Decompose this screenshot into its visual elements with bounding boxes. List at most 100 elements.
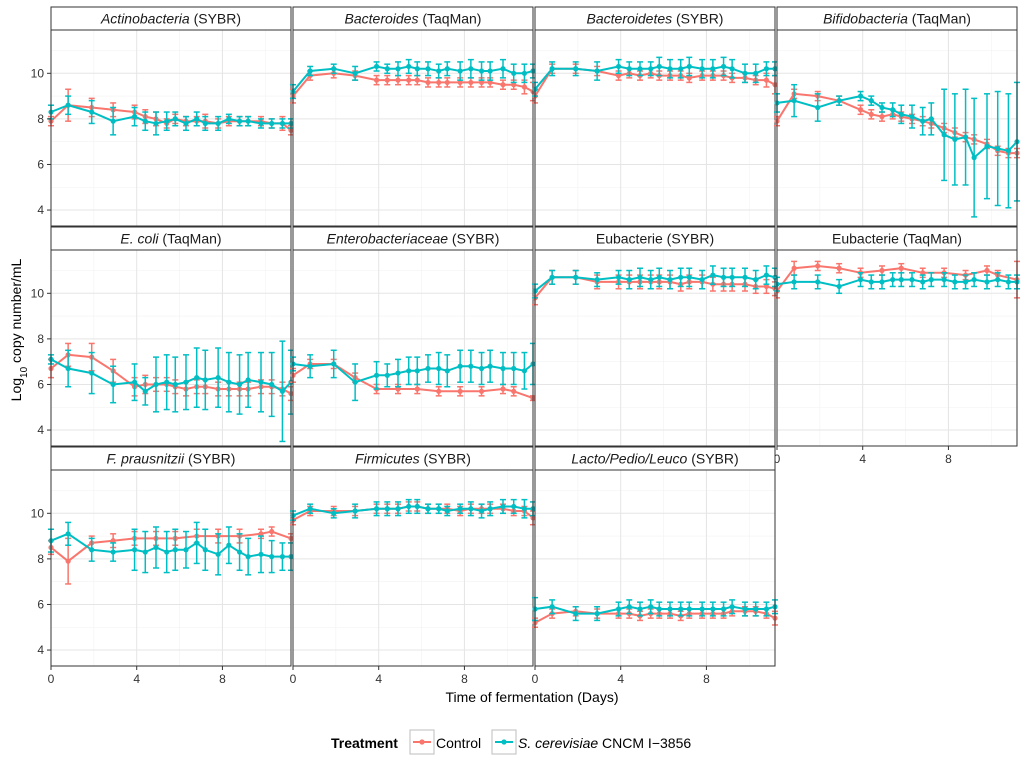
data-point (995, 277, 1001, 283)
data-point (648, 277, 654, 283)
data-point (384, 66, 390, 72)
data-point (395, 77, 401, 83)
data-point (258, 120, 264, 127)
data-point (952, 136, 958, 142)
data-point (615, 63, 622, 70)
data-point (352, 379, 358, 385)
data-point (637, 606, 643, 612)
data-point (791, 279, 797, 285)
data-point (215, 551, 221, 557)
data-point (971, 277, 977, 283)
data-point (729, 604, 735, 610)
data-point (215, 120, 221, 127)
data-point (65, 365, 71, 372)
x-axis-title: Time of fermentation (Days) (446, 689, 619, 705)
panel-background (51, 30, 291, 226)
data-point (307, 363, 313, 369)
data-point (245, 377, 251, 383)
x-tick-label: 0 (774, 452, 781, 466)
panel-background (535, 470, 775, 666)
y-tick-label: 10 (31, 506, 45, 520)
data-point (395, 506, 401, 512)
y-tick-label: 10 (31, 66, 45, 80)
data-point (729, 66, 735, 72)
data-point (667, 606, 673, 612)
data-point (879, 279, 885, 285)
data-point (395, 370, 401, 376)
data-point (395, 386, 401, 392)
data-point (89, 109, 95, 115)
data-point (686, 606, 692, 612)
data-point (573, 610, 579, 617)
data-point (729, 274, 735, 280)
data-point (331, 361, 337, 367)
y-axis-title: Log10 copy number/mL (8, 258, 30, 401)
y-tick-label: 4 (37, 203, 44, 217)
data-point (279, 554, 286, 560)
data-point (521, 70, 528, 76)
data-point (648, 604, 654, 610)
data-point (549, 66, 555, 72)
data-point (920, 118, 926, 124)
data-point (511, 70, 517, 76)
data-point (164, 118, 170, 124)
data-point (153, 120, 159, 127)
data-point (763, 66, 770, 72)
data-point (971, 155, 977, 161)
data-point (637, 66, 643, 72)
data-point (245, 554, 251, 560)
data-point (511, 388, 517, 394)
y-tick-label: 6 (37, 157, 44, 171)
panel-background (293, 470, 533, 666)
facet-panel: Eubacterie (TaqMan) 0 4 8 (774, 226, 1020, 466)
data-point (615, 72, 622, 79)
panel-border (534, 29, 776, 227)
data-point (594, 68, 600, 74)
x-tick-label: 0 (290, 672, 297, 686)
data-point (215, 375, 221, 381)
panel-border (292, 249, 534, 447)
data-point (753, 277, 759, 283)
data-point (444, 508, 450, 514)
facet-panel: Bacteroides (TaqMan) (290, 6, 536, 227)
data-point (89, 547, 95, 553)
data-point (941, 277, 947, 283)
panel-border (292, 29, 534, 227)
data-point (626, 66, 632, 72)
data-point (879, 267, 885, 274)
data-point (65, 102, 71, 108)
data-point (836, 283, 842, 290)
data-point (131, 114, 138, 120)
data-point (763, 272, 770, 278)
data-point (202, 377, 208, 383)
data-point (699, 606, 705, 612)
data-point (172, 381, 178, 388)
data-point (444, 66, 450, 72)
data-point (753, 70, 759, 76)
data-point (478, 79, 485, 86)
data-point (928, 116, 934, 122)
data-point (384, 372, 390, 378)
data-point (373, 372, 380, 378)
data-point (615, 274, 622, 280)
panel-border (50, 29, 292, 227)
data-point (183, 379, 189, 385)
data-point (307, 506, 313, 512)
data-point (984, 267, 990, 274)
facet-title: Firmicutes (SYBR) (355, 451, 471, 467)
data-point (500, 386, 506, 392)
series-scerevisiae (532, 596, 778, 622)
data-point (763, 606, 770, 612)
data-point (436, 388, 442, 394)
data-point (667, 66, 673, 72)
data-point (307, 68, 313, 74)
data-point (414, 368, 420, 374)
data-point (478, 388, 485, 394)
data-point (686, 75, 692, 81)
series-scerevisiae (532, 265, 778, 299)
data-point (468, 363, 474, 369)
data-point (962, 134, 969, 140)
data-point (164, 549, 170, 555)
facet-panel: Enterobacteriaceae (SYBR) (290, 226, 536, 447)
data-point (142, 118, 148, 124)
